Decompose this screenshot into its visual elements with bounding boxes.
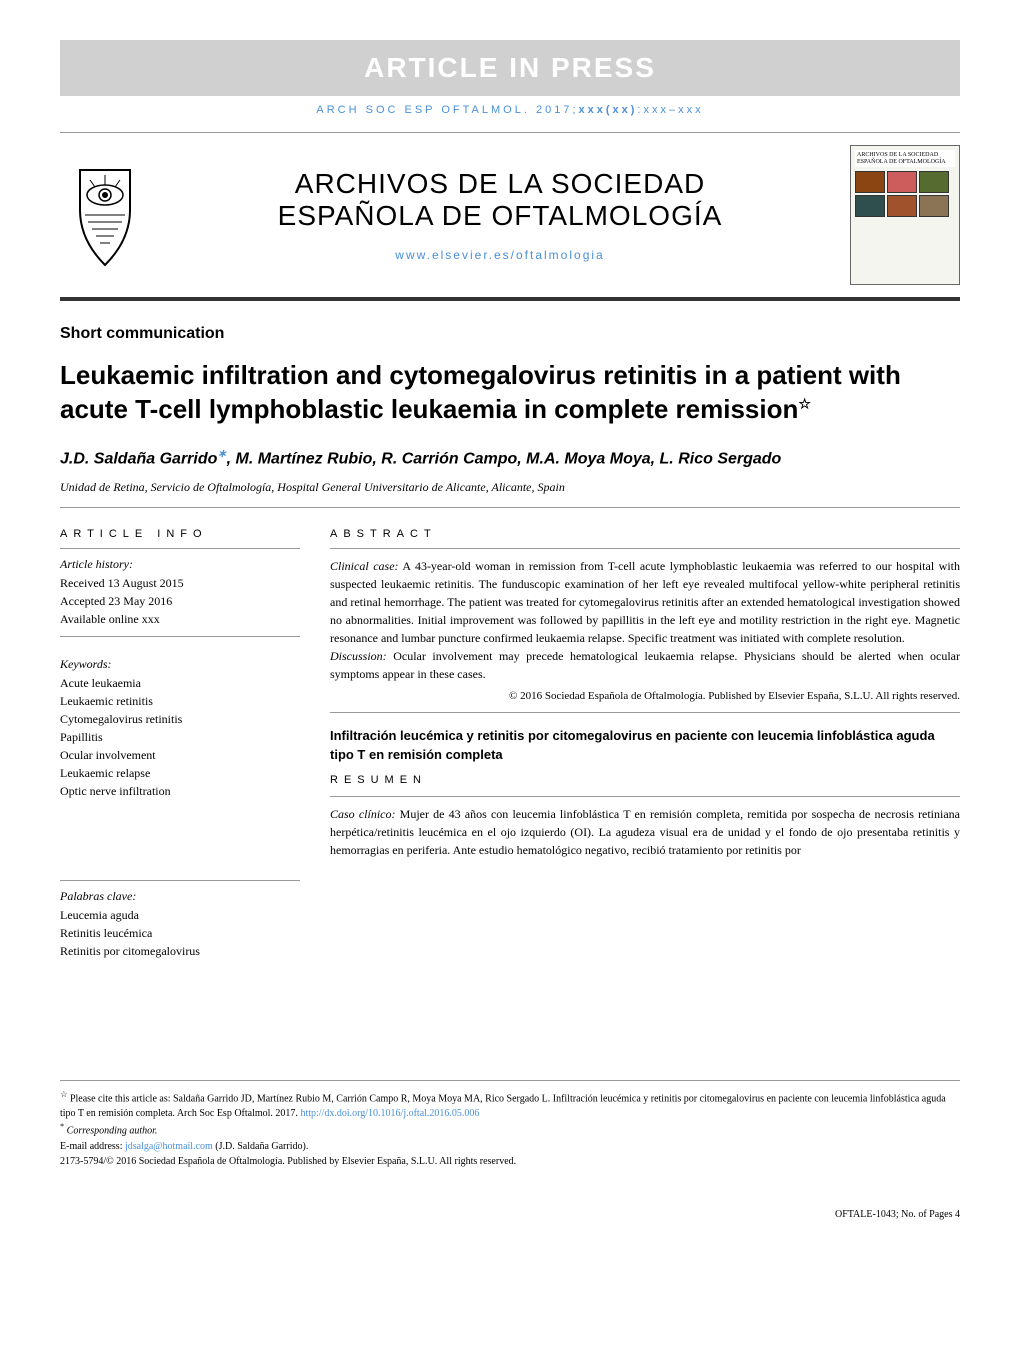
cover-img: [919, 195, 949, 217]
journal-title-line1: ARCHIVOS DE LA SOCIEDAD: [150, 168, 850, 200]
resumen-title: Infiltración leucémica y retinitis por c…: [330, 727, 960, 763]
affiliation: Unidad de Retina, Servicio de Oftalmolog…: [60, 480, 960, 495]
right-column: ABSTRACT Clinical case: A 43-year-old wo…: [330, 528, 960, 960]
cover-img: [887, 195, 917, 217]
divider: [60, 636, 300, 637]
palabras-label: Palabras clave:: [60, 889, 300, 904]
discussion-label: Discussion:: [330, 649, 387, 663]
page-footer: OFTALE-1043; No. of Pages 4: [60, 1209, 960, 1220]
palabra: Retinitis por citomegalovirus: [60, 942, 300, 960]
journal-header: ARCHIVOS DE LA SOCIEDAD ESPAÑOLA DE OFTA…: [60, 132, 960, 301]
keyword: Ocular involvement: [60, 746, 300, 764]
citation-bold: xxx(xx): [579, 104, 638, 116]
caso-clinico-label: Caso clínico:: [330, 807, 396, 821]
divider: [330, 712, 960, 713]
two-column-layout: ARTICLE INFO Article history: Received 1…: [60, 528, 960, 960]
cover-img: [887, 171, 917, 193]
clinical-case-text: A 43-year-old woman in remission from T-…: [330, 559, 960, 645]
resumen-header: RESUMEN: [330, 774, 960, 786]
keyword: Leukaemic retinitis: [60, 692, 300, 710]
corresponding-star: ∗: [217, 448, 226, 460]
divider: [60, 507, 960, 508]
citation-prefix: ARCH SOC ESP OFTALMOL. 2017;: [316, 104, 578, 116]
authors-list: J.D. Saldaña Garrido∗, M. Martínez Rubio…: [60, 447, 960, 468]
abstract-header: ABSTRACT: [330, 528, 960, 540]
cover-img: [855, 195, 885, 217]
cite-footnote: ☆ Please cite this article as: Saldaña G…: [60, 1089, 960, 1121]
email-suffix: (J.D. Saldaña Garrido).: [213, 1141, 309, 1152]
caso-clinico-text: Mujer de 43 años con leucemia linfoblást…: [330, 807, 960, 857]
issn-footnote: 2173-5794/© 2016 Sociedad Española de Of…: [60, 1154, 960, 1169]
article-title: Leukaemic infiltration and cytomegalovir…: [60, 359, 960, 427]
keyword: Papillitis: [60, 728, 300, 746]
corresponding-text: Corresponding author.: [64, 1126, 157, 1137]
discussion-text: Ocular involvement may precede hematolog…: [330, 649, 960, 681]
journal-cover-thumbnail: ARCHIVOS DE LA SOCIEDAD ESPAÑOLA DE OFTA…: [850, 145, 960, 285]
section-label: Short communication: [60, 325, 960, 343]
divider: [330, 796, 960, 797]
divider: [330, 548, 960, 549]
abstract-discussion: Discussion: Ocular involvement may prece…: [330, 647, 960, 683]
accepted-date: Accepted 23 May 2016: [60, 592, 300, 610]
in-press-banner: ARTICLE IN PRESS: [60, 40, 960, 96]
divider: [60, 880, 300, 881]
cite-text: Please cite this article as: Saldaña Gar…: [60, 1093, 946, 1119]
doi-link[interactable]: http://dx.doi.org/10.1016/j.oftal.2016.0…: [300, 1108, 479, 1119]
citation-suffix: :xxx–xxx: [637, 104, 703, 116]
abstract-copyright: © 2016 Sociedad Española de Oftalmología…: [330, 689, 960, 704]
footnotes: ☆ Please cite this article as: Saldaña G…: [60, 1080, 960, 1169]
abstract-clinical: Clinical case: A 43-year-old woman in re…: [330, 557, 960, 647]
left-column: ARTICLE INFO Article history: Received 1…: [60, 528, 300, 960]
corresponding-footnote: * Corresponding author.: [60, 1121, 960, 1138]
cover-thumb-images: [855, 171, 955, 217]
cover-img: [855, 171, 885, 193]
online-date: Available online xxx: [60, 610, 300, 628]
clinical-case-label: Clinical case:: [330, 559, 399, 573]
palabra: Leucemia aguda: [60, 906, 300, 924]
journal-title-line2: ESPAÑOLA DE OFTALMOLOGÍA: [150, 200, 850, 232]
title-star-sup: ☆: [798, 395, 811, 411]
shield-eye-icon: [70, 160, 140, 270]
journal-title-block: ARCHIVOS DE LA SOCIEDAD ESPAÑOLA DE OFTA…: [150, 168, 850, 262]
article-info-header: ARTICLE INFO: [60, 528, 300, 540]
citation-line: ARCH SOC ESP OFTALMOL. 2017;xxx(xx):xxx–…: [60, 104, 960, 116]
keyword: Acute leukaemia: [60, 674, 300, 692]
society-logo: [60, 155, 150, 275]
palabras-clave-block: Palabras clave: Leucemia aguda Retinitis…: [60, 880, 300, 960]
divider: [60, 548, 300, 549]
history-label: Article history:: [60, 557, 300, 572]
keywords-block: Keywords: Acute leukaemia Leukaemic reti…: [60, 657, 300, 800]
author: , M. Martínez Rubio, R. Carrión Campo, M…: [227, 450, 782, 467]
author: J.D. Saldaña Garrido: [60, 450, 217, 467]
resumen-caso: Caso clínico: Mujer de 43 años con leuce…: [330, 805, 960, 859]
email-link[interactable]: jdsalga@hotmail.com: [125, 1141, 213, 1152]
received-date: Received 13 August 2015: [60, 574, 300, 592]
banner-text: ARTICLE IN PRESS: [364, 52, 656, 83]
cover-img: [919, 171, 949, 193]
palabra: Retinitis leucémica: [60, 924, 300, 942]
journal-url-link[interactable]: www.elsevier.es/oftalmologia: [150, 248, 850, 262]
keyword: Cytomegalovirus retinitis: [60, 710, 300, 728]
footer-right: OFTALE-1043; No. of Pages 4: [835, 1209, 960, 1220]
keyword: Leukaemic relapse: [60, 764, 300, 782]
cover-thumb-title: ARCHIVOS DE LA SOCIEDAD ESPAÑOLA DE OFTA…: [855, 150, 955, 167]
email-footnote: E-mail address: jdsalga@hotmail.com (J.D…: [60, 1139, 960, 1154]
email-label: E-mail address:: [60, 1141, 125, 1152]
article-title-text: Leukaemic infiltration and cytomegalovir…: [60, 360, 901, 424]
keywords-label: Keywords:: [60, 657, 300, 672]
keyword: Optic nerve infiltration: [60, 782, 300, 800]
